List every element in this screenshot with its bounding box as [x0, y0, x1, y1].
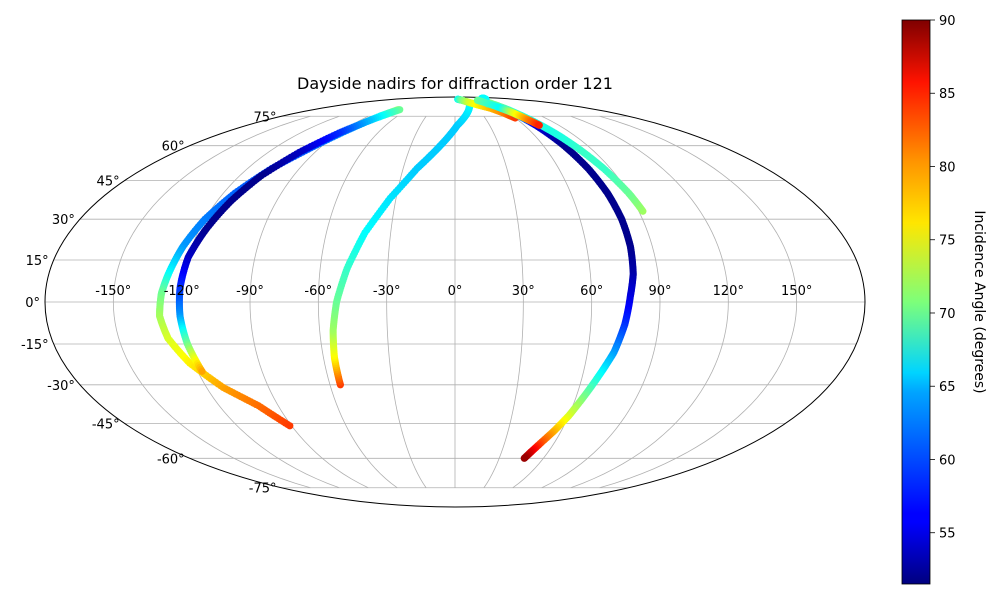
colorbar-tick-label: 55 — [939, 527, 956, 542]
latitude-tick-label: -15° — [21, 338, 49, 353]
colorbar-ticks: 55 60 65 70 75 80 85 90 — [930, 14, 956, 542]
longitude-tick-label: 90° — [648, 284, 671, 299]
longitude-tick-labels: -150° -120° -90° -60° -30° 0° 30° 60° 90° 120° 150… — [95, 284, 812, 299]
longitude-tick-label: -120° — [164, 284, 200, 299]
colorbar-tick-label: 85 — [939, 87, 956, 102]
colorbar-tick-label: 70 — [939, 307, 956, 322]
latitude-tick-label: 75° — [253, 110, 276, 125]
longitude-tick-label: 30° — [512, 284, 535, 299]
data-points — [155, 94, 647, 462]
colorbar-gradient — [901, 19, 931, 585]
chart-title: Dayside nadirs for diffraction order 121 — [297, 74, 613, 93]
graticule — [44, 96, 866, 508]
latitude-tick-label: -45° — [92, 417, 120, 432]
nadir-point — [535, 121, 543, 129]
longitude-tick-label: 150° — [781, 284, 812, 299]
longitude-tick-label: 120° — [713, 284, 744, 299]
longitude-tick-label: -60° — [304, 284, 332, 299]
longitude-tick-label: -30° — [373, 284, 401, 299]
latitude-tick-label: 15° — [26, 254, 49, 269]
latitude-tick-label: -75° — [249, 482, 277, 497]
latitude-tick-label: 30° — [52, 213, 75, 228]
colorbar-tick-label: 65 — [939, 380, 956, 395]
longitude-tick-label: 60° — [580, 284, 603, 299]
latitude-tick-label: 60° — [162, 140, 185, 155]
latitude-tick-label: -60° — [157, 452, 185, 467]
latitude-tick-label: -30° — [47, 379, 75, 394]
nadir-point — [520, 454, 528, 462]
longitude-tick-label: -150° — [95, 284, 131, 299]
colorbar-tick-label: 90 — [939, 14, 956, 29]
latitude-tick-label: 45° — [97, 175, 120, 190]
colorbar: 55 60 65 70 75 80 85 90 Incidence Angle (degree… — [901, 14, 987, 585]
longitude-tick-label: -90° — [236, 284, 264, 299]
nadir-point — [286, 422, 294, 430]
latitude-tick-label: 0° — [25, 296, 40, 311]
colorbar-tick-label: 75 — [939, 234, 956, 249]
colorbar-tick-label: 60 — [939, 454, 956, 469]
latitude-tick-labels: 75° 60° 45° 30° 15° 0° -15° -30° -45° -60° -75° — [21, 110, 277, 496]
colorbar-label: Incidence Angle (degrees) — [971, 210, 987, 393]
nadir-point — [198, 367, 206, 375]
colorbar-tick-label: 80 — [939, 161, 956, 176]
longitude-tick-label: 0° — [448, 284, 463, 299]
